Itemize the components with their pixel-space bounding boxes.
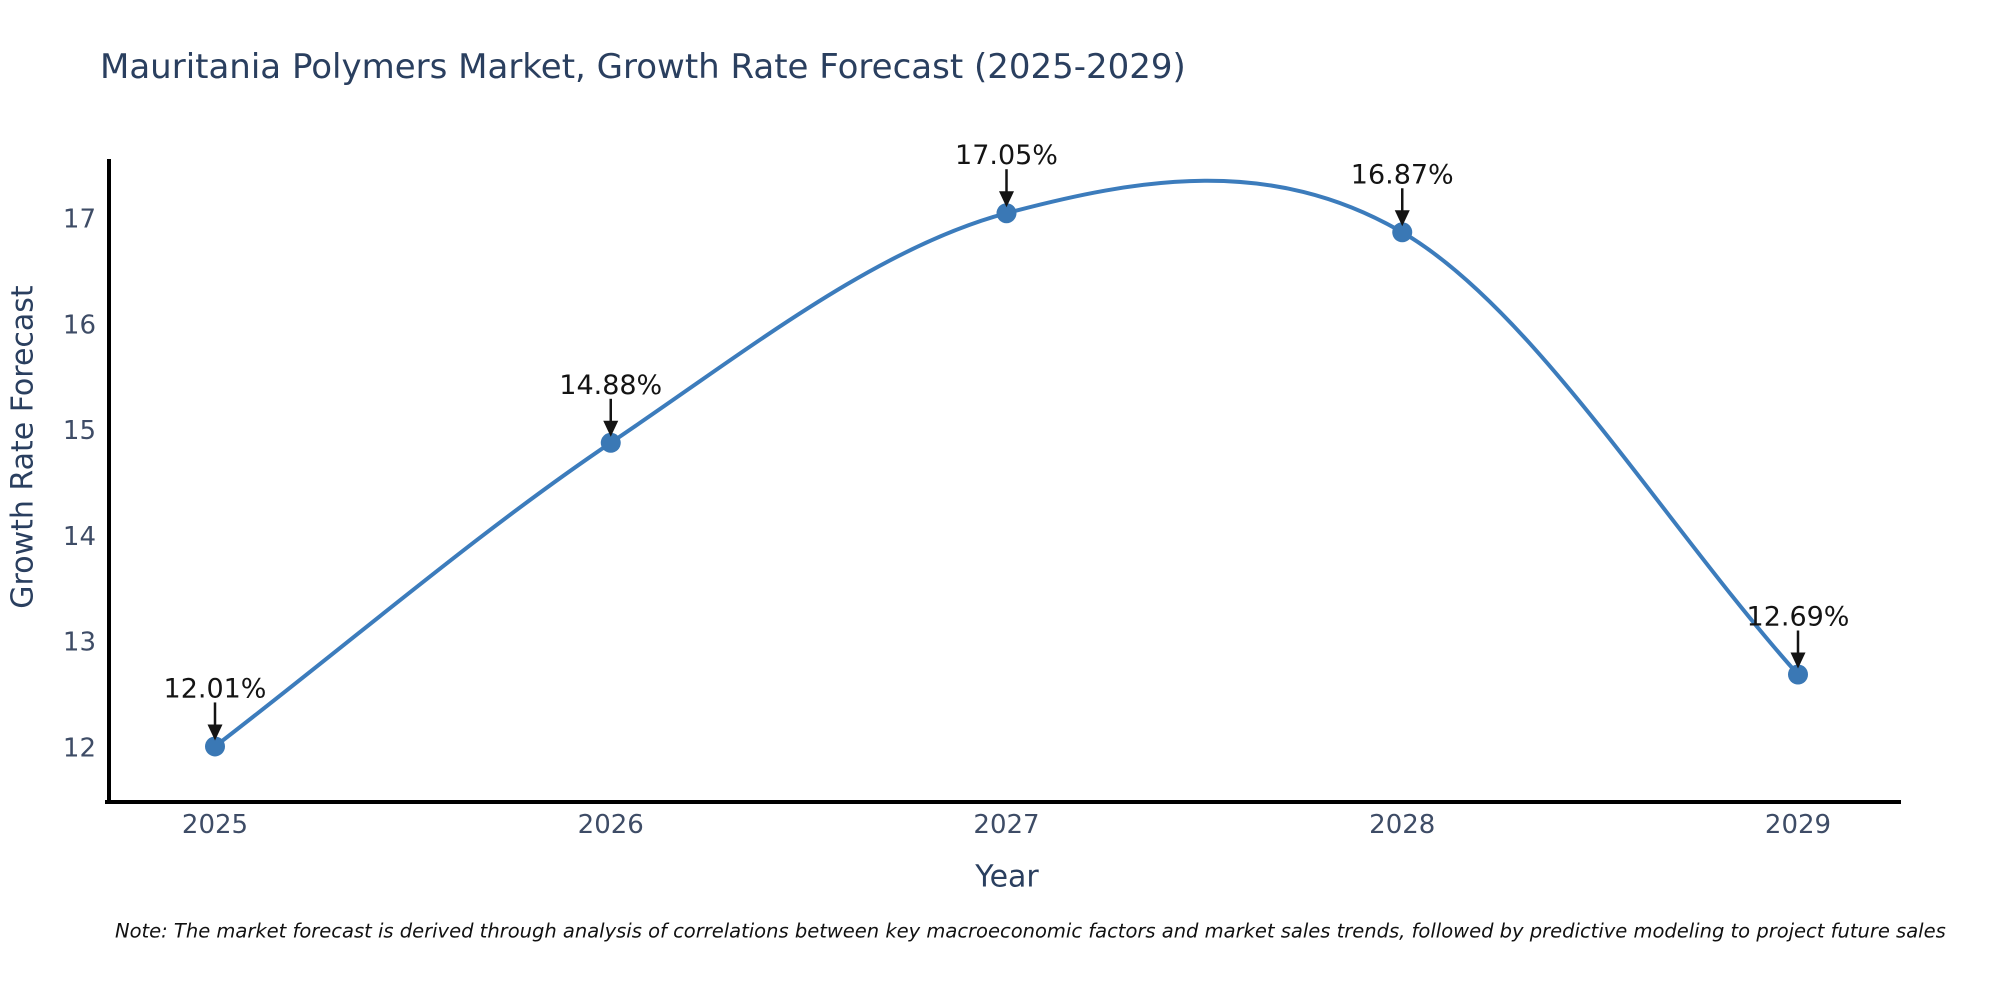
y-tick-label: 17 [63, 205, 96, 235]
annotation-arrow-head [603, 420, 619, 437]
annotation-arrow-head [1790, 652, 1806, 669]
annotation-arrow-head [999, 191, 1014, 208]
y-tick-label: 12 [63, 734, 96, 764]
annotation-arrow-head [1394, 210, 1410, 227]
y-tick-label: 15 [63, 416, 96, 446]
chart-footnote: Note: The market forecast is derived thr… [115, 919, 1946, 943]
point-value-label: 14.88% [559, 370, 662, 401]
x-tick-label: 2028 [1369, 810, 1435, 840]
y-tick-label: 16 [63, 310, 96, 340]
data-point-marker [205, 736, 225, 757]
data-point-marker [1392, 222, 1413, 243]
x-axis-title: Year [975, 859, 1039, 895]
x-tick-label: 2029 [1765, 810, 1831, 840]
x-tick-label: 2025 [182, 810, 248, 840]
data-point-marker [600, 432, 621, 453]
y-tick-label: 13 [63, 628, 96, 658]
x-tick-label: 2026 [578, 810, 644, 840]
point-value-label: 12.69% [1747, 601, 1850, 632]
annotation-arrow-head [207, 724, 223, 741]
data-point-marker [996, 203, 1017, 224]
point-value-label: 17.05% [955, 140, 1058, 171]
y-tick-label: 14 [63, 522, 96, 552]
x-tick-label: 2027 [973, 810, 1039, 840]
data-point-marker [1788, 664, 1808, 685]
forecast-line [213, 178, 1800, 749]
chart-title: Mauritania Polymers Market, Growth Rate … [100, 47, 1186, 87]
point-value-label: 12.01% [164, 673, 267, 704]
point-value-label: 16.87% [1351, 159, 1454, 190]
